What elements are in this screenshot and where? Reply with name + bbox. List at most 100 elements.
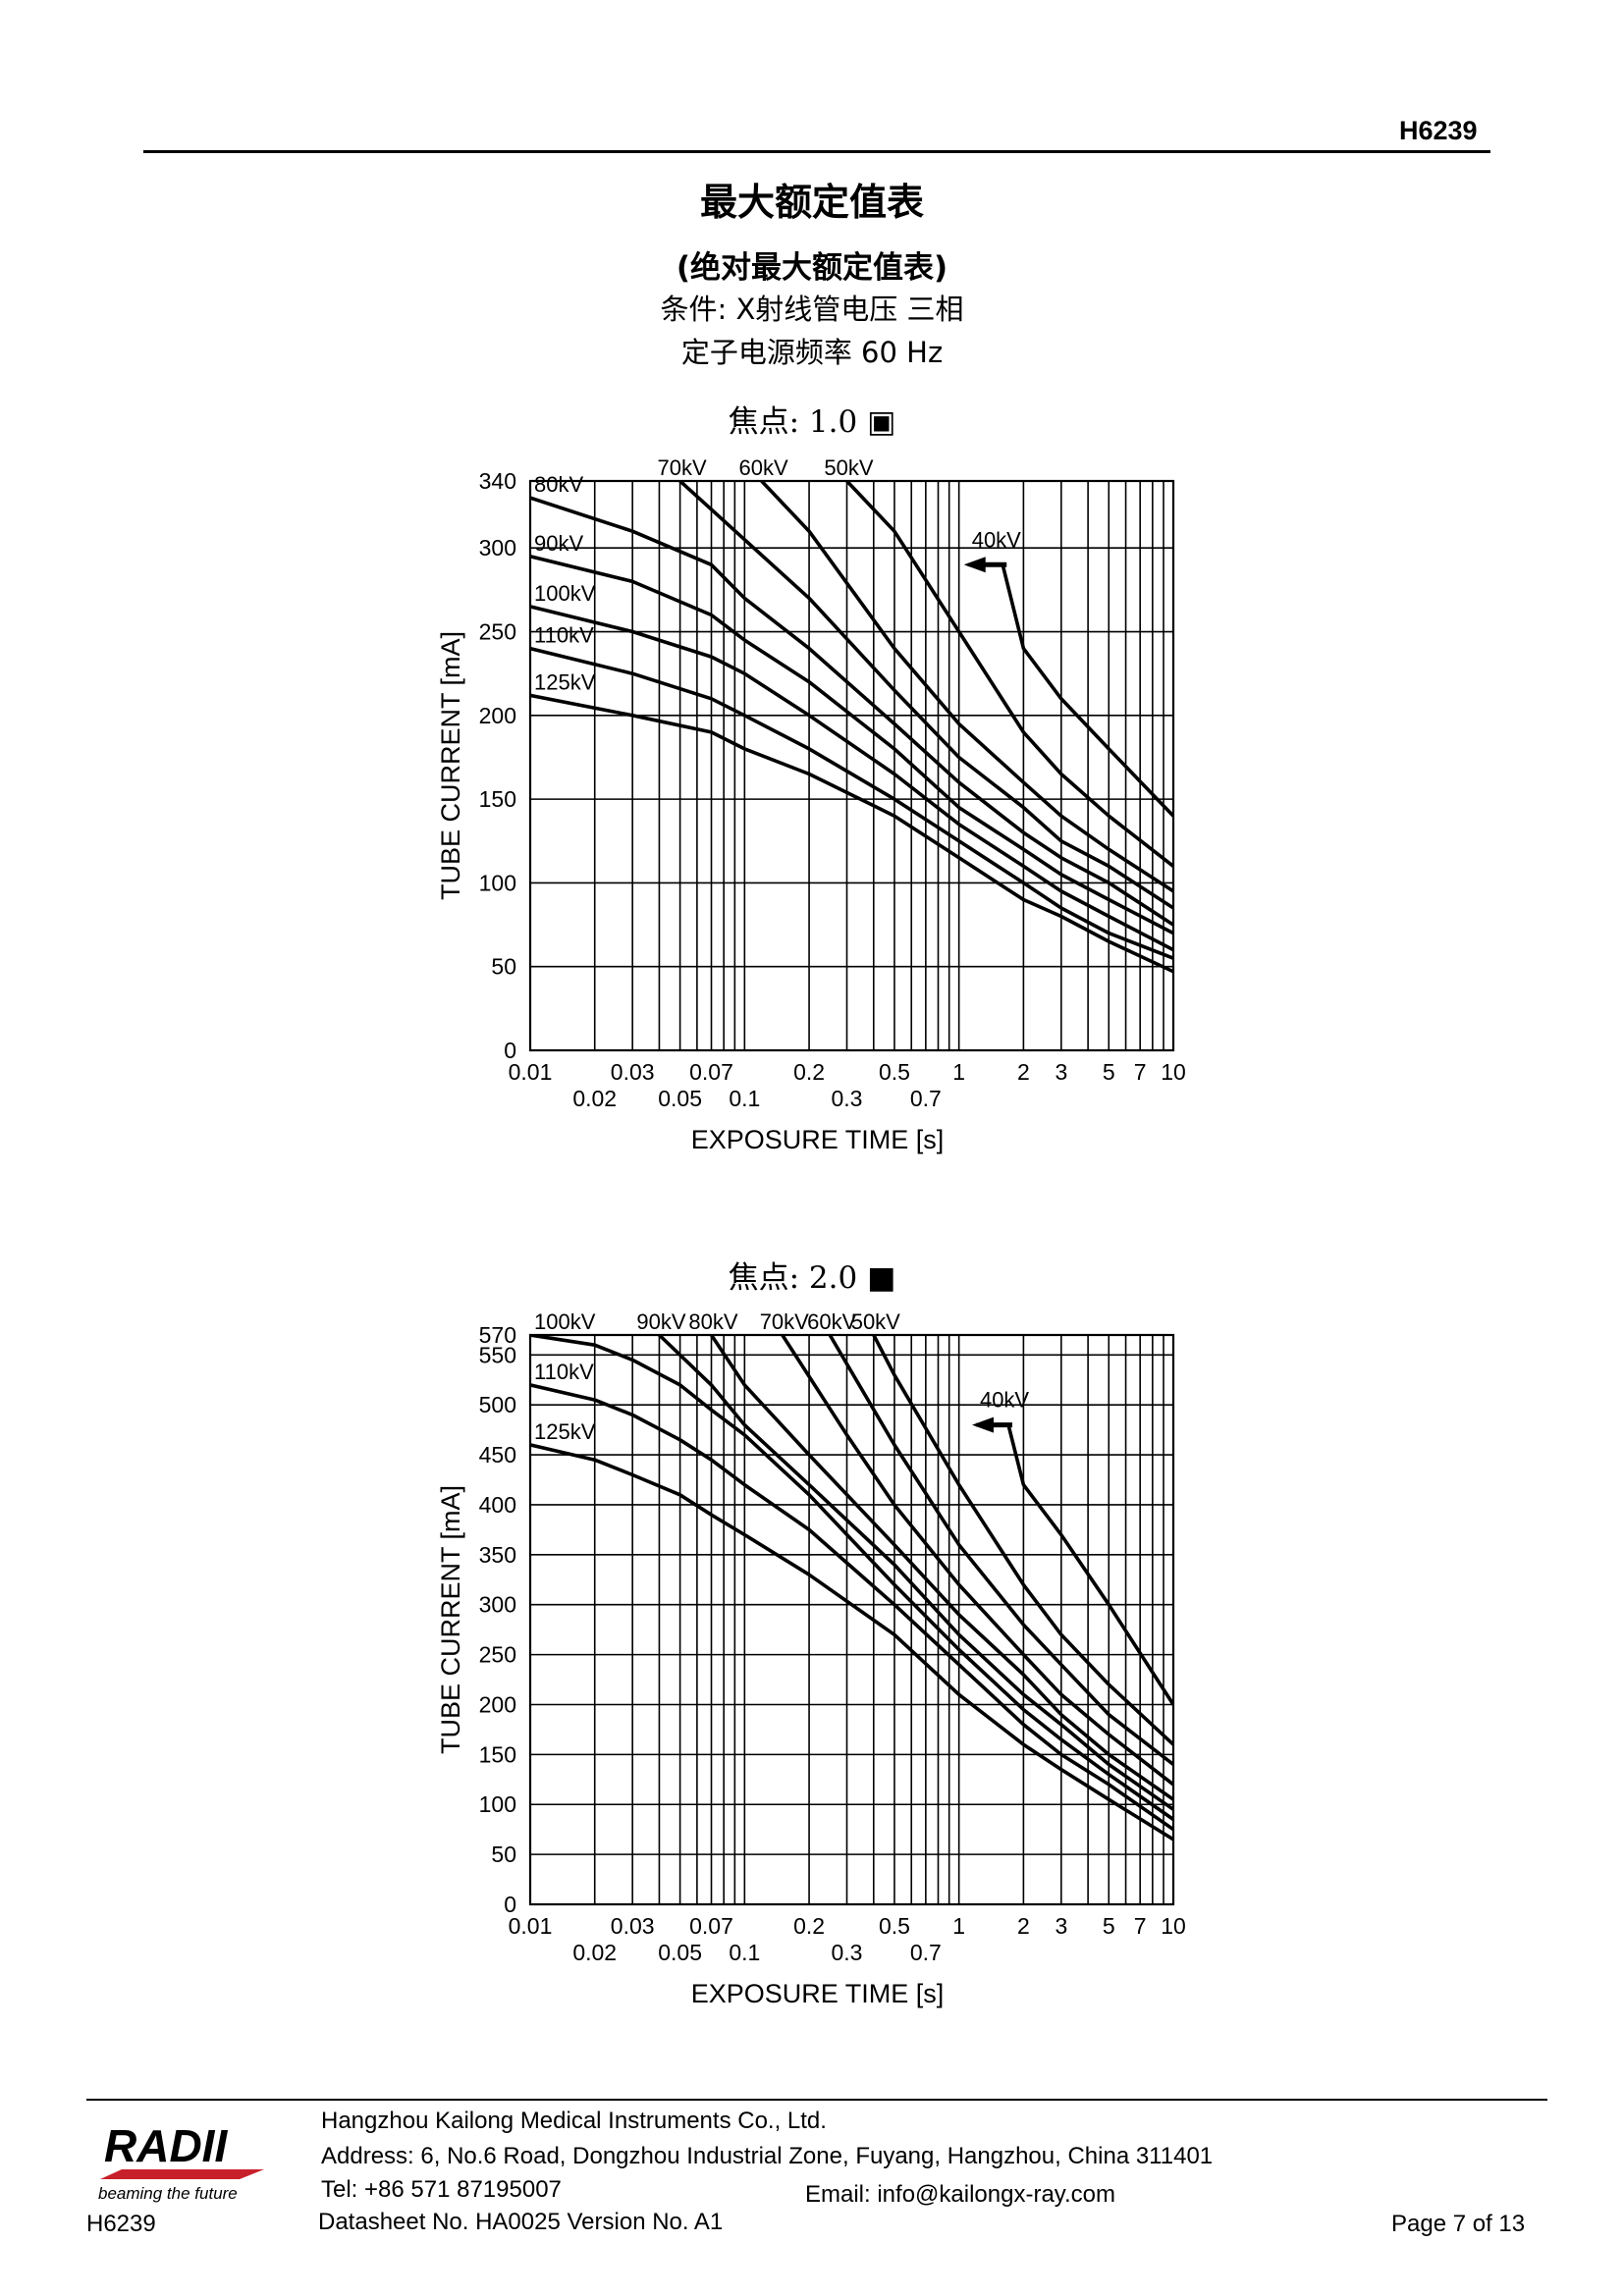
chart2-y-tick-label: 0 xyxy=(504,1892,516,1917)
condition-voltage: 条件: X射线管电压 三相 xyxy=(660,293,964,326)
chart1-x-tick-label: 0.02 xyxy=(572,1086,617,1111)
chart1-series-70kv xyxy=(678,481,1173,910)
chart2-series-label: 100kV xyxy=(534,1309,596,1334)
chart1-x-tick-label: 0.3 xyxy=(832,1086,863,1111)
chart2-x-tick-label: 0.01 xyxy=(509,1913,553,1939)
chart1-series-label: 110kV xyxy=(534,623,594,648)
chart1-series-110kv xyxy=(530,646,1173,960)
chart1-series-60kv xyxy=(760,481,1173,893)
page-subtitle: (绝对最大额定值表) xyxy=(676,250,948,286)
chart2-x-tick-label: 0.02 xyxy=(572,1940,617,1965)
chart1-x-tick-label: 0.5 xyxy=(879,1059,910,1085)
chart2-x-tick-label: 1 xyxy=(952,1913,965,1939)
chart1-x-tick-label: 0.1 xyxy=(729,1086,760,1111)
footer-company: Hangzhou Kailong Medical Instruments Co.… xyxy=(321,2108,827,2134)
footer-page-number: Page 7 of 13 xyxy=(1391,2211,1526,2237)
chart1-x-tick-label: 0.2 xyxy=(793,1059,825,1085)
footer-divider xyxy=(86,2099,1547,2101)
chart2-series-50kv xyxy=(872,1335,1173,1746)
chart1-plot-frame xyxy=(528,479,1175,1052)
chart1-title: 焦点: 1.0 ▣ xyxy=(728,404,896,440)
logo-wordmark: RADII xyxy=(104,2120,228,2171)
chart1-series-label: 125kV xyxy=(534,669,596,694)
chart1-series-label: 100kV xyxy=(534,581,596,606)
chart1-series-label: 50kV xyxy=(824,455,873,480)
chart1-x-tick-label: 0.05 xyxy=(658,1086,702,1111)
chart2-x-tick-label: 5 xyxy=(1103,1913,1115,1939)
chart1-y-tick-label: 50 xyxy=(491,954,516,980)
chart2-x-tick-label: 0.3 xyxy=(832,1940,863,1965)
chart1-x-tick-label: 0.07 xyxy=(689,1059,733,1085)
chart1-series-80kv xyxy=(530,496,1173,927)
chart2-y-tick-label: 450 xyxy=(479,1442,516,1468)
chart2-y-tick-label: 300 xyxy=(479,1592,516,1618)
chart2-x-tick-label: 2 xyxy=(1017,1913,1030,1939)
chart1-x-tick-label: 0.01 xyxy=(509,1059,553,1085)
chart1-y-tick-label: 250 xyxy=(479,619,516,645)
chart1-series-label: 40kV xyxy=(972,527,1021,552)
chart1-series-125kv xyxy=(530,693,1173,974)
chart1-y-tick-label: 200 xyxy=(479,703,516,728)
chart2-y-axis-label: TUBE CURRENT [mA] xyxy=(436,1485,465,1754)
chart1-x-tick-label: 5 xyxy=(1103,1059,1115,1085)
chart1-series-label: 90kV xyxy=(534,531,583,556)
chart2-arrowhead-40kv xyxy=(971,1416,994,1433)
chart1-y-tick-label: 100 xyxy=(479,870,516,895)
chart2-series-100kv xyxy=(530,1335,1173,1821)
header-doc-code: H6239 xyxy=(1399,116,1478,145)
chart2-series-label: 70kV xyxy=(760,1309,809,1334)
footer-address: Address: 6, No.6 Road, Dongzhou Industri… xyxy=(321,2143,1214,2169)
chart2-series-label: 50kV xyxy=(851,1309,900,1334)
chart2-series-label: 90kV xyxy=(636,1309,685,1334)
chart2-series-label: 80kV xyxy=(688,1309,737,1334)
chart2-series-label: 60kV xyxy=(807,1309,856,1334)
chart2-series-110kv xyxy=(530,1383,1173,1832)
chart2-series-70kv xyxy=(781,1335,1173,1787)
company-logo: RADII beaming the future xyxy=(92,2110,279,2209)
footer-email[interactable]: Email: info@kailongx-ray.com xyxy=(805,2181,1116,2208)
header-divider xyxy=(143,150,1490,153)
footer-tel: Tel: +86 571 87195007 xyxy=(321,2176,562,2203)
chart2-x-tick-label: 0.07 xyxy=(689,1913,733,1939)
footer-doc-code: H6239 xyxy=(86,2211,156,2237)
chart2-y-tick-label: 550 xyxy=(479,1342,516,1367)
chart2-y-tick-label: 350 xyxy=(479,1542,516,1568)
chart1-y-tick-label: 0 xyxy=(504,1038,516,1063)
chart2-x-tick-label: 0.5 xyxy=(879,1913,910,1939)
chart1-series-100kv xyxy=(530,605,1173,952)
chart1-x-tick-label: 0.03 xyxy=(611,1059,655,1085)
chart2-title: 焦点: 2.0 ■ xyxy=(728,1260,896,1296)
chart2-x-tick-label: 0.2 xyxy=(793,1913,825,1939)
chart2-series-label: 110kV xyxy=(534,1360,594,1384)
chart2-series-60kv xyxy=(828,1335,1173,1766)
chart2-x-axis-label: EXPOSURE TIME [s] xyxy=(691,1979,945,2008)
chart2-series-80kv xyxy=(710,1335,1173,1801)
chart1-x-tick-label: 0.7 xyxy=(910,1086,942,1111)
chart1-x-tick-label: 7 xyxy=(1134,1059,1147,1085)
chart2-y-tick-label: 570 xyxy=(479,1322,516,1348)
logo-tagline: beaming the future xyxy=(98,2184,238,2203)
logo-swoosh xyxy=(100,2169,264,2179)
chart1-series-label: 70kV xyxy=(658,455,707,480)
chart1-x-tick-label: 10 xyxy=(1161,1059,1186,1085)
chart-focal-1-0: 0 50 100 150 200 250 300 340 0.01 0.03 0.07 0.2 0.5 1… xyxy=(436,455,1186,1154)
chart2-x-tick-label: 0.05 xyxy=(658,1940,702,1965)
chart2-x-tick-label: 10 xyxy=(1161,1913,1186,1939)
chart2-y-tick-label: 200 xyxy=(479,1691,516,1717)
chart2-x-tick-label: 7 xyxy=(1134,1913,1147,1939)
chart2-series-40kv xyxy=(976,1422,1173,1706)
chart2-y-tick-label: 50 xyxy=(491,1842,516,1867)
chart2-x-tick-label: 0.7 xyxy=(910,1940,942,1965)
chart1-series-90kv xyxy=(530,555,1173,935)
chart2-y-tick-label: 500 xyxy=(479,1392,516,1417)
chart2-series-label: 40kV xyxy=(980,1388,1029,1413)
condition-frequency: 定子电源频率 60 Hz xyxy=(680,336,944,369)
chart2-y-tick-label: 150 xyxy=(479,1741,516,1767)
chart2-series-label: 125kV xyxy=(534,1419,596,1444)
chart2-x-tick-label: 0.03 xyxy=(611,1913,655,1939)
chart2-y-tick-label: 250 xyxy=(479,1642,516,1668)
chart1-series-label: 80kV xyxy=(534,472,583,497)
chart1-x-axis-label: EXPOSURE TIME [s] xyxy=(691,1125,945,1154)
chart1-series-50kv xyxy=(845,481,1173,868)
